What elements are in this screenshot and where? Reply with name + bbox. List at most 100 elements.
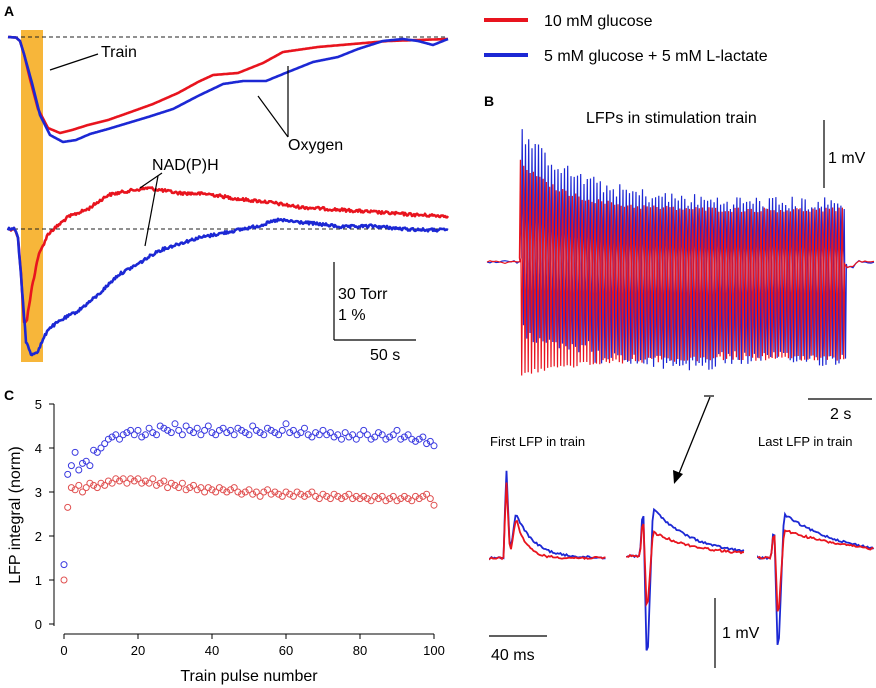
point-glucose [415, 495, 423, 503]
point-glucose [278, 492, 286, 500]
point-glucose [304, 490, 312, 498]
c-points [60, 420, 438, 584]
panel-c: 0 1 2 3 4 5 0 20 40 60 80 100 LFP integral (norm) T… [7, 397, 445, 685]
point-glucose [386, 495, 394, 503]
point-glucose [423, 490, 431, 498]
point-lactate [108, 433, 116, 441]
point-lactate [412, 437, 419, 445]
point-lactate [256, 429, 264, 437]
point-lactate [90, 446, 98, 454]
point-lactate [326, 429, 334, 437]
point-glucose [138, 479, 146, 487]
point-glucose [308, 488, 316, 496]
point-lactate [238, 426, 246, 434]
point-glucose [153, 481, 160, 489]
point-lactate [426, 437, 434, 445]
panel-b: LFPs in stimulation train 1 mV 2 s First… [486, 110, 875, 668]
scale-label-inset-mv: 1 mV [722, 625, 760, 642]
point-lactate [123, 429, 131, 437]
point-lactate [301, 424, 308, 432]
point-lactate [75, 466, 83, 474]
point-glucose [134, 475, 142, 483]
point-glucose [75, 481, 83, 489]
legend-label-glucose: 10 mM glucose [544, 13, 653, 30]
c-ytick-label: 5 [35, 397, 42, 412]
point-lactate [241, 429, 249, 437]
point-lactate [208, 429, 216, 437]
point-glucose [82, 484, 90, 492]
panel-b-inset-traces [489, 470, 875, 651]
point-lactate [393, 426, 401, 434]
point-glucose [323, 492, 331, 500]
point-lactate [186, 426, 194, 434]
point-glucose [345, 490, 353, 498]
scale-label-40ms: 40 ms [491, 647, 535, 664]
point-lactate [141, 431, 149, 439]
scale-label-50s: 50 s [370, 347, 400, 364]
point-glucose [397, 495, 405, 503]
legend: 10 mM glucose 5 mM glucose + 5 mM L-lact… [484, 13, 768, 65]
point-glucose [156, 479, 164, 487]
point-lactate [293, 431, 301, 439]
point-glucose [193, 486, 201, 494]
point-glucose [182, 486, 190, 494]
point-glucose [67, 484, 75, 492]
point-lactate [97, 444, 105, 452]
c-ytick-label: 3 [35, 485, 42, 500]
panel-label-a: A [4, 3, 14, 19]
point-lactate [190, 429, 197, 437]
c-xtick-label: 20 [131, 643, 145, 658]
point-lactate [282, 420, 290, 428]
inset-first-trace-glucose [489, 482, 606, 561]
point-lactate [219, 424, 227, 432]
point-glucose [108, 479, 116, 487]
point-lactate [338, 435, 345, 443]
c-xtick-label: 0 [60, 643, 67, 658]
point-lactate [212, 431, 220, 439]
point-glucose [393, 497, 401, 505]
point-lactate [308, 433, 316, 441]
point-lactate [101, 440, 109, 448]
point-lactate [419, 433, 427, 441]
c-y-axis-label: LFP integral (norm) [7, 446, 24, 584]
point-lactate [112, 431, 120, 439]
point-lactate [363, 431, 371, 439]
inset-last-trace-lactate [757, 511, 875, 645]
point-glucose [116, 477, 123, 485]
train-stimulus-bar [21, 30, 43, 362]
panel-a: Train Oxygen NAD(P)H 30 Torr 1 % 50 s [6, 30, 450, 364]
point-glucose [234, 488, 242, 496]
point-glucose [249, 490, 257, 498]
point-glucose [238, 490, 246, 498]
legend-label-lactate: 5 mM glucose + 5 mM L-lactate [544, 48, 768, 65]
point-lactate [415, 435, 423, 443]
point-lactate [286, 429, 294, 437]
point-lactate [367, 435, 375, 443]
point-glucose [167, 479, 175, 487]
point-lactate [397, 435, 405, 443]
point-glucose [197, 484, 205, 492]
point-glucose [264, 486, 271, 494]
c-ytick-label: 2 [35, 529, 42, 544]
point-glucose [212, 488, 220, 496]
point-glucose [271, 488, 279, 496]
point-glucose [389, 492, 397, 500]
c-xtick-label: 100 [423, 643, 445, 658]
point-glucose [141, 477, 149, 485]
point-glucose [64, 503, 72, 511]
point-glucose [86, 479, 94, 487]
point-lactate [275, 431, 283, 439]
point-lactate [345, 433, 353, 441]
point-glucose [230, 484, 238, 492]
point-lactate [64, 470, 72, 478]
inset-last-trace-glucose [757, 529, 874, 612]
point-glucose [171, 481, 179, 489]
c-xtick-label: 80 [353, 643, 367, 658]
point-lactate [138, 433, 146, 441]
point-lactate [175, 426, 183, 434]
point-glucose [245, 486, 253, 494]
point-glucose [178, 479, 186, 487]
point-glucose [301, 492, 308, 500]
point-glucose [275, 490, 283, 498]
